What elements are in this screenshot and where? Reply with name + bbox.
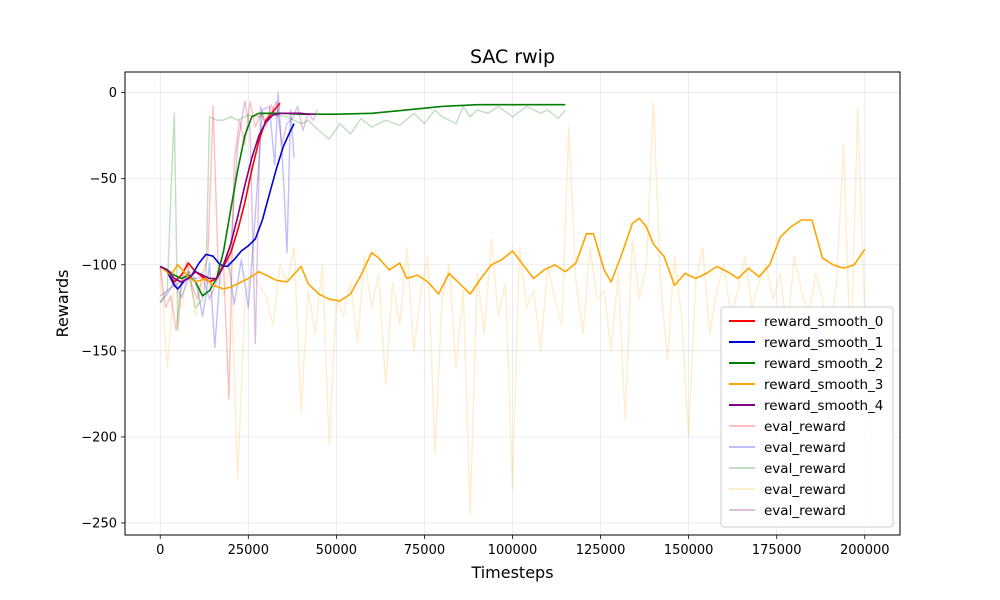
y-tick-label: −50 bbox=[90, 172, 117, 187]
y-tick-label: −100 bbox=[81, 258, 117, 273]
x-tick-label: 0 bbox=[156, 543, 164, 558]
y-tick-label: 0 bbox=[109, 86, 117, 101]
axis-ticks: 0 25000 50000 75000 100000 125000 150000 175000… bbox=[81, 86, 889, 558]
y-tick-label: −200 bbox=[81, 430, 117, 445]
legend-entry: reward_smooth_2 bbox=[764, 356, 883, 372]
y-tick-label: −250 bbox=[81, 516, 117, 531]
legend-entry: eval_reward bbox=[764, 482, 846, 498]
legend-entry: reward_smooth_1 bbox=[764, 335, 883, 351]
x-tick-label: 200000 bbox=[840, 543, 890, 558]
chart-title: SAC rwip bbox=[470, 46, 555, 68]
reward-smooth-2-line bbox=[159, 103, 566, 297]
legend-entry: eval_reward bbox=[764, 461, 846, 477]
y-tick-label: −150 bbox=[81, 344, 117, 359]
eval-reward-line bbox=[159, 91, 295, 349]
x-tick-label: 50000 bbox=[316, 543, 357, 558]
reward-smooth-4-line bbox=[159, 112, 316, 283]
legend-entry: eval_reward bbox=[764, 503, 846, 519]
x-tick-label: 25000 bbox=[228, 543, 269, 558]
legend-entry: reward_smooth_3 bbox=[764, 377, 883, 393]
x-axis-label: Timesteps bbox=[470, 563, 553, 582]
legend-entry: reward_smooth_0 bbox=[764, 314, 883, 330]
eval-reward-line bbox=[159, 100, 318, 345]
x-tick-label: 75000 bbox=[404, 543, 445, 558]
x-tick-label: 175000 bbox=[752, 543, 802, 558]
reward-smooth-3-line bbox=[159, 217, 866, 302]
plot-series bbox=[159, 91, 866, 515]
legend-entry: eval_reward bbox=[764, 440, 846, 456]
legend-entry: eval_reward bbox=[764, 419, 846, 435]
grid bbox=[125, 72, 900, 535]
legend-entry: reward_smooth_4 bbox=[764, 398, 883, 414]
x-tick-label: 100000 bbox=[488, 543, 538, 558]
eval-reward-line bbox=[159, 105, 566, 331]
eval-reward-line bbox=[159, 100, 866, 515]
y-axis-label: Rewards bbox=[53, 270, 72, 338]
x-tick-label: 150000 bbox=[664, 543, 714, 558]
legend: reward_smooth_0 reward_smooth_1 reward_smo… bbox=[720, 306, 894, 528]
reward-smooth-1-line bbox=[159, 123, 295, 290]
x-tick-label: 125000 bbox=[576, 543, 626, 558]
legend-box bbox=[720, 306, 894, 528]
